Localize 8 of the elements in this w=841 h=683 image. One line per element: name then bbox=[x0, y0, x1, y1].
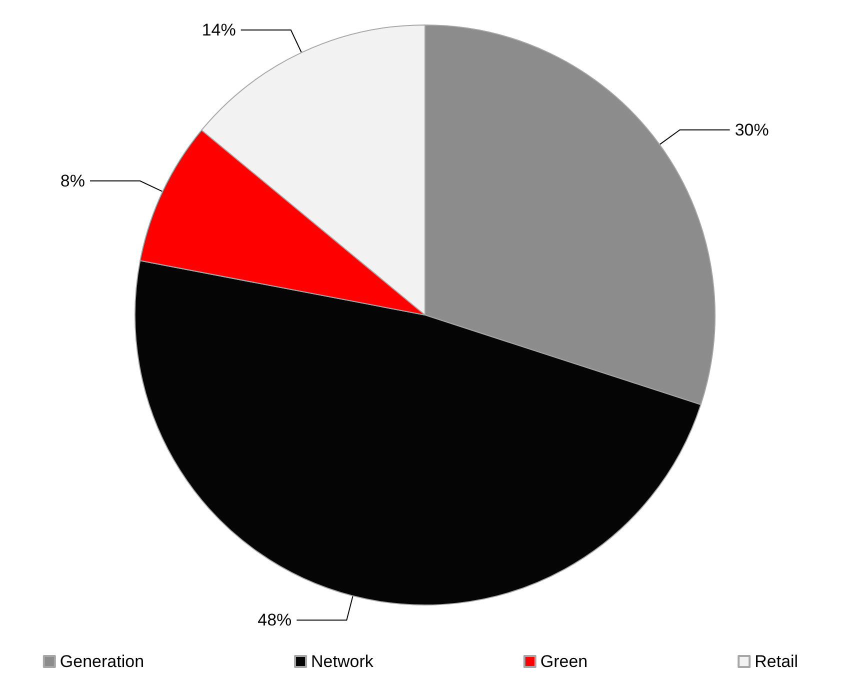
legend-label: Network bbox=[311, 652, 374, 671]
legend-label: Green bbox=[540, 652, 588, 671]
legend-label: Generation bbox=[60, 652, 144, 671]
data-label: 14% bbox=[202, 20, 236, 40]
data-label: 8% bbox=[60, 171, 85, 190]
legend-label: Retail bbox=[754, 652, 798, 671]
data-label: 48% bbox=[258, 610, 292, 630]
data-label: 30% bbox=[734, 120, 769, 140]
